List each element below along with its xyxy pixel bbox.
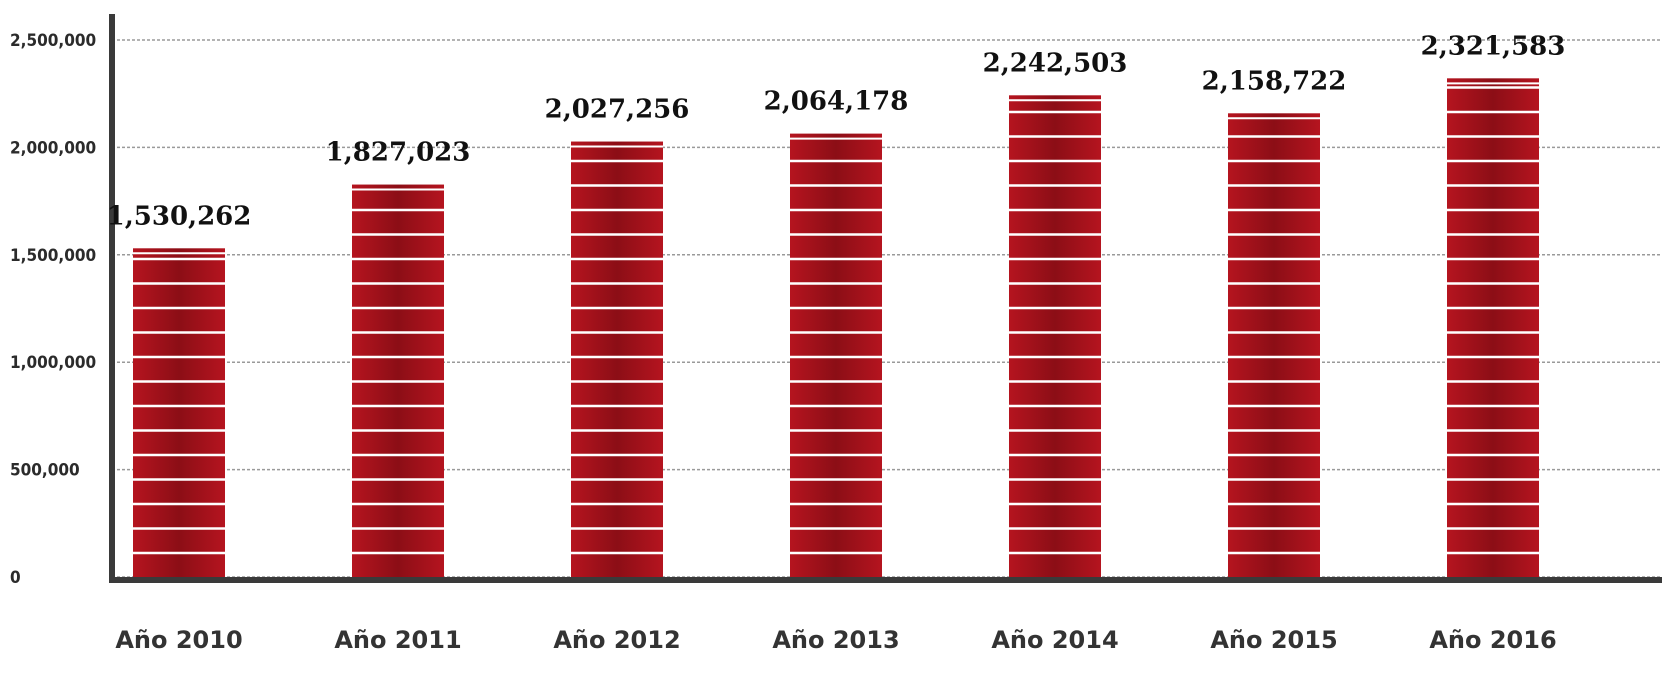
bar-fill [1228,113,1320,577]
x-tick-label: Año 2014 [991,626,1118,654]
bar-fill [1009,95,1101,577]
data-label: 1,530,262 [107,201,252,231]
y-tick-label: 500,000 [10,461,80,481]
bar [571,141,663,577]
y-tick-labels: 0 500,000 1,000,000 1,500,000 2,000,000 2,500… [10,31,96,588]
y-tick-label: 1,500,000 [10,246,96,266]
data-label: 2,027,256 [545,95,690,125]
bar [352,184,444,577]
bar [1228,113,1320,577]
data-label: 2,321,583 [1421,31,1566,61]
x-tick-label: Año 2016 [1429,626,1556,654]
y-tick-label: 0 [10,568,21,588]
bars [133,78,1539,577]
data-label: 1,827,023 [326,138,471,168]
x-tick-label: Año 2013 [772,626,899,654]
y-tick-label: 2,000,000 [10,138,96,158]
data-label: 2,064,178 [764,87,909,117]
data-labels: 1,530,262 1,827,023 2,027,256 2,064,178 2,24… [107,31,1566,231]
x-tick-label: Año 2015 [1210,626,1337,654]
x-tick-label: Año 2012 [553,626,680,654]
x-tick-label: Año 2010 [115,626,242,654]
data-label: 2,158,722 [1202,66,1347,96]
y-tick-label: 2,500,000 [10,31,96,51]
bar-fill [790,133,882,577]
bar [790,133,882,577]
data-label: 2,242,503 [983,48,1128,78]
bar-fill [1447,78,1539,577]
y-tick-label: 1,000,000 [10,353,96,373]
bar [1447,78,1539,577]
bar [1009,95,1101,577]
x-tick-label: Año 2011 [334,626,461,654]
gridlines [112,39,1662,578]
bar [133,248,225,577]
x-tick-labels: Año 2010 Año 2011 Año 2012 Año 2013 Año 2014… [115,626,1556,654]
bar-fill [571,141,663,577]
bar-fill [133,248,225,577]
axes [109,14,1662,583]
